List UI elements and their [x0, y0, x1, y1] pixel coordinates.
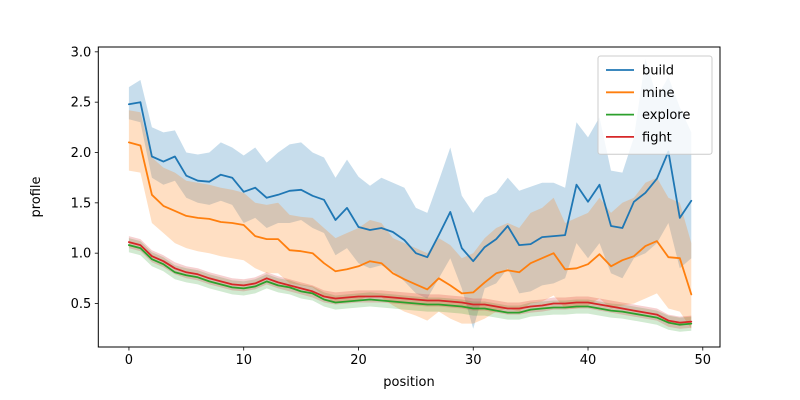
plot-frame [97, 46, 721, 348]
legend-box [597, 55, 713, 155]
series-band-build [128, 58, 692, 329]
x-axis-label: position [383, 375, 435, 390]
series-line-mine [127, 141, 693, 296]
y-tick-label: 2.0 [71, 146, 92, 161]
x-tick-label: 50 [695, 353, 712, 368]
series-line-fight [127, 241, 693, 324]
y-tick-label: 0.5 [71, 297, 92, 312]
y-axis-label: profile [29, 176, 44, 217]
x-tick-label: 30 [465, 353, 482, 368]
series-lines [127, 101, 693, 326]
legend-label-build: build [642, 64, 674, 79]
series-band-fight [128, 236, 692, 329]
legend: build mine explore fight [597, 55, 713, 155]
legend-label-mine: mine [642, 86, 675, 101]
x-axis-ticks: 0 10 20 30 40 50 [125, 347, 711, 368]
x-tick-label: 10 [235, 353, 252, 368]
y-tick-label: 1.0 [71, 247, 92, 262]
y-tick-label: 2.5 [71, 96, 92, 111]
series-line-explore [127, 244, 693, 326]
legend-label-explore: explore [642, 108, 690, 123]
series-band-mine [128, 110, 692, 329]
y-axis-ticks: 0.5 1.0 1.5 2.0 2.5 3.0 [71, 45, 99, 312]
x-tick-label: 40 [580, 353, 597, 368]
x-tick-label: 20 [350, 353, 367, 368]
x-tick-label: 0 [125, 353, 133, 368]
y-tick-label: 1.5 [71, 196, 92, 211]
legend-label-fight: fight [642, 130, 672, 145]
series-line-build [127, 101, 693, 263]
y-tick-label: 3.0 [71, 45, 92, 60]
